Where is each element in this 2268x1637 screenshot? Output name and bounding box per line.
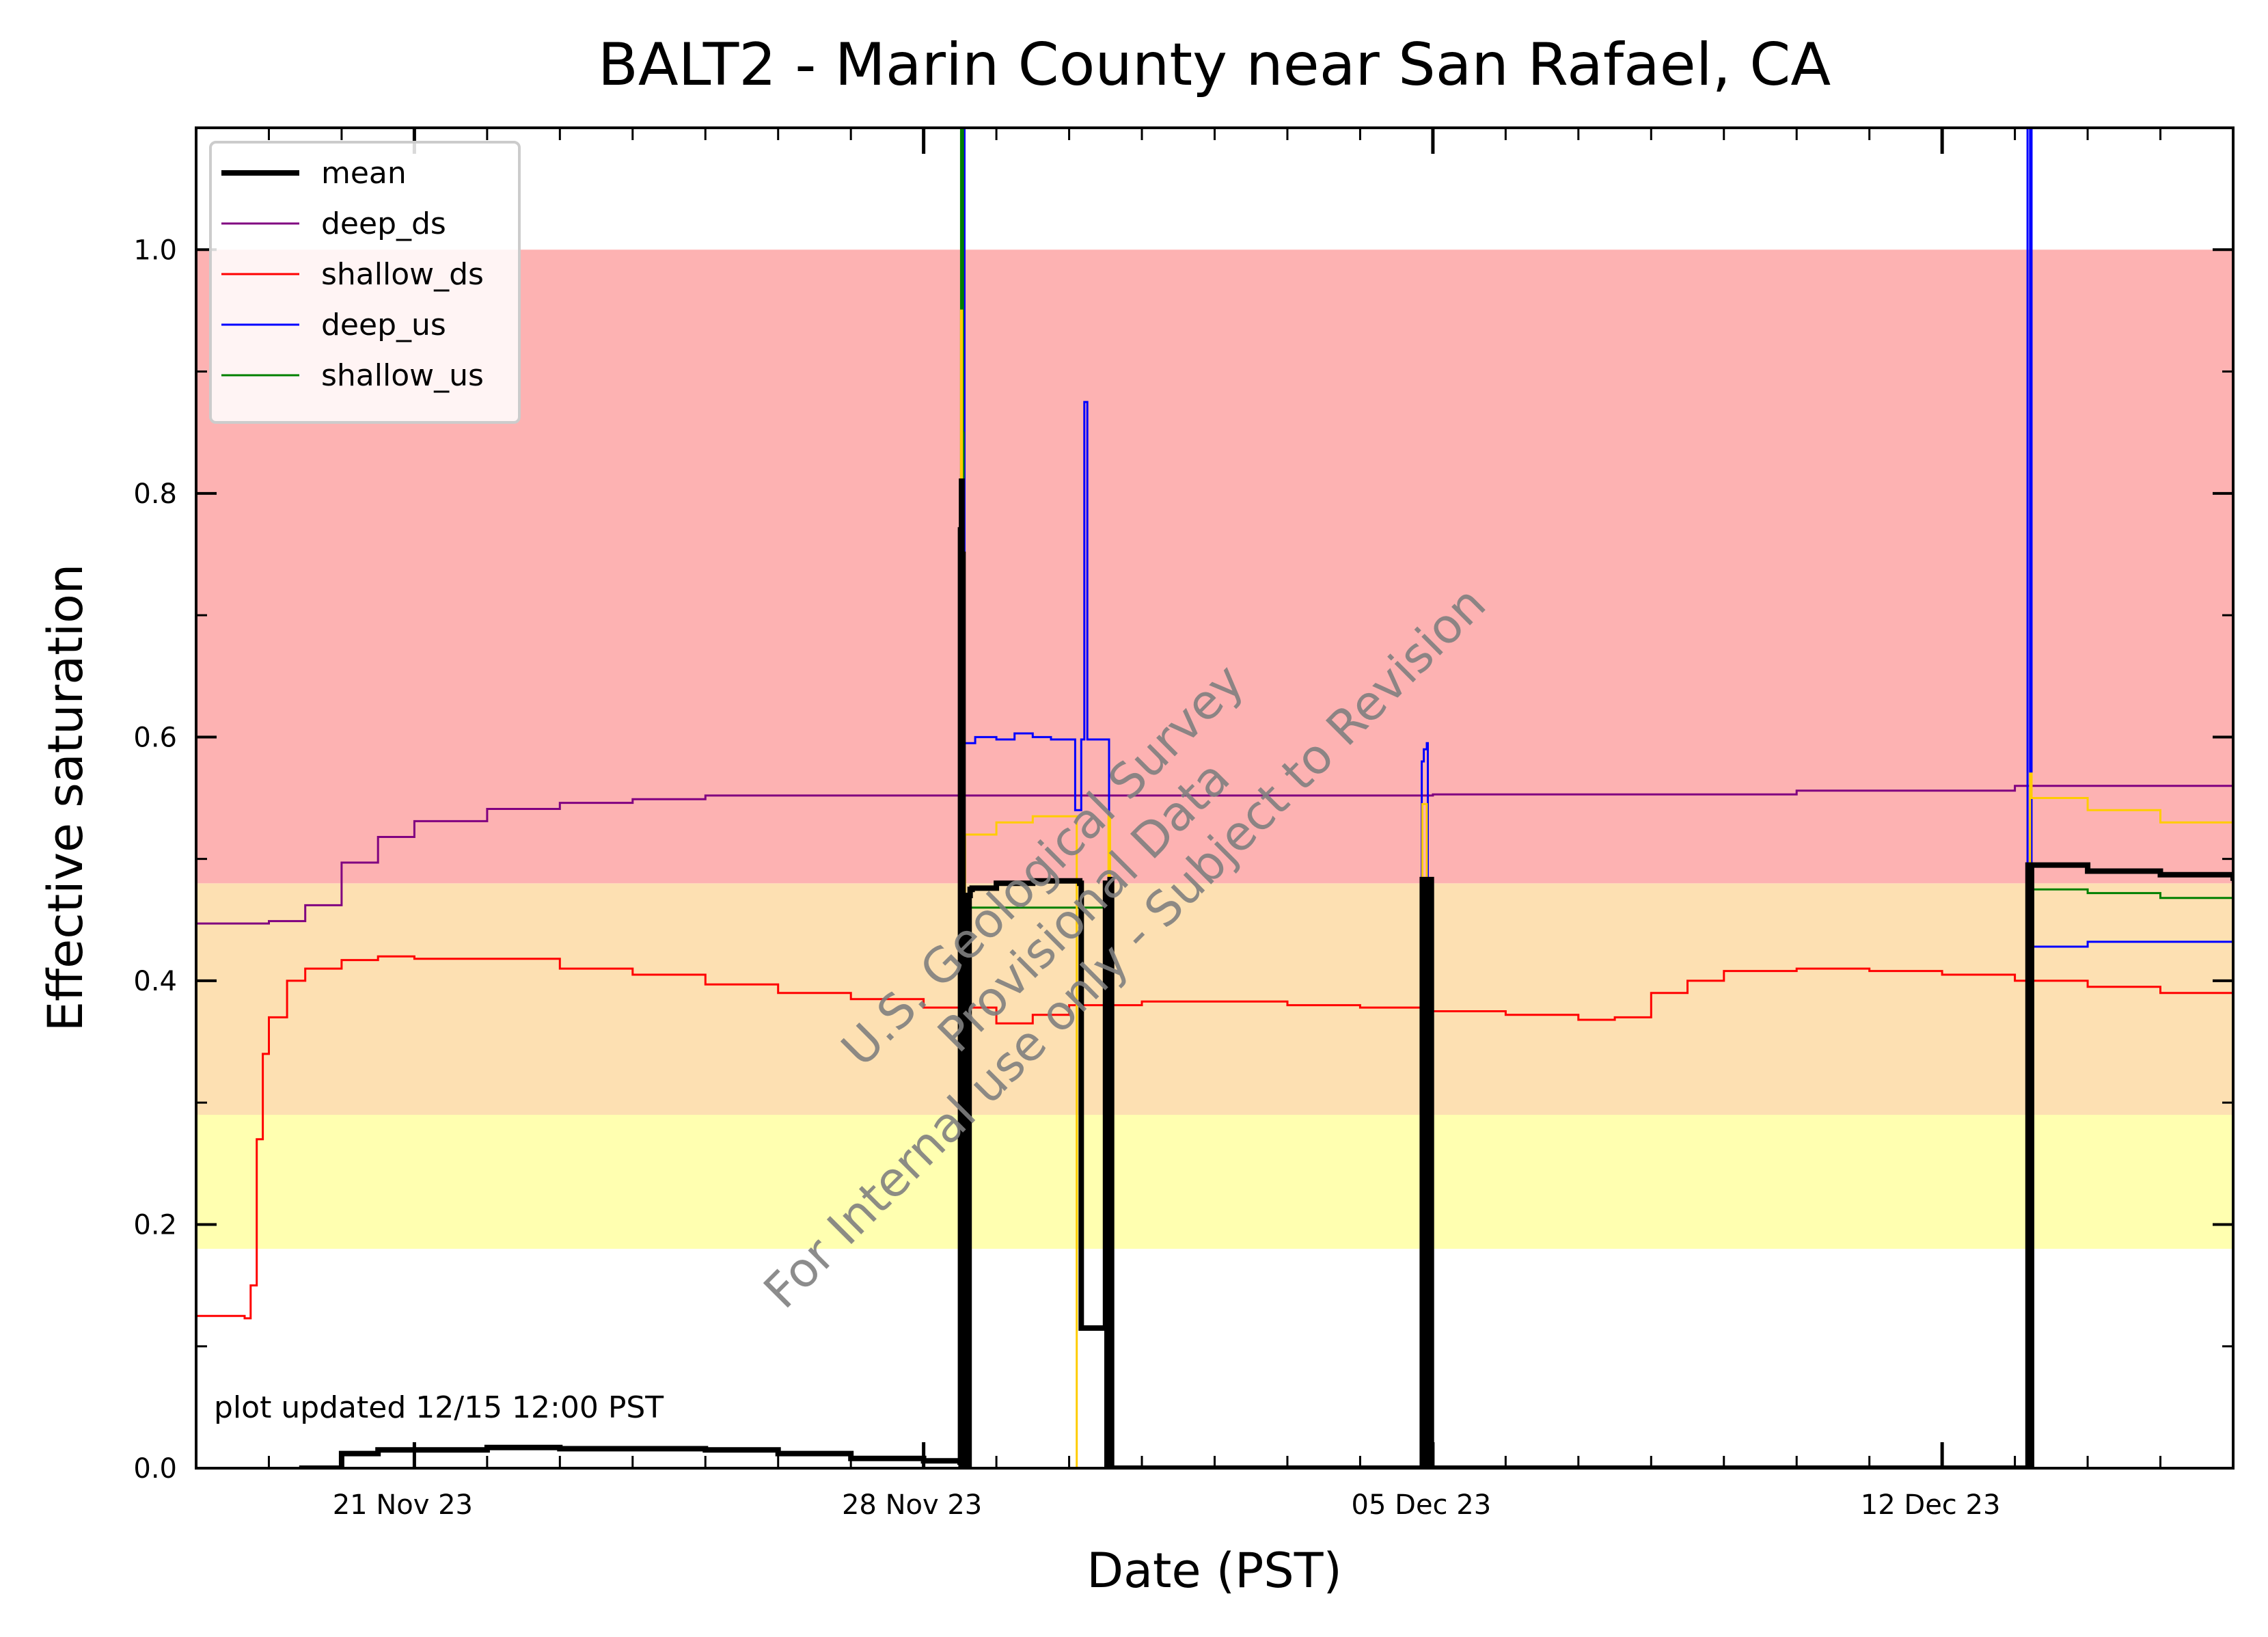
x-tick-label: 12 Dec 23 [1861, 1489, 2001, 1521]
series-shallow-ds [196, 955, 2233, 1320]
x-axis: 21 Nov 23 28 Nov 23 05 Dec 23 12 Dec 23 [195, 128, 2235, 1521]
x-tick-label: 05 Dec 23 [1352, 1489, 1492, 1521]
series-group [196, 128, 2233, 1468]
legend-label-mean: mean [321, 156, 407, 191]
saturation-bands [196, 249, 2233, 1249]
y-tick-label: 0.2 [133, 1209, 177, 1241]
x-axis-label: Date (PST) [1087, 1543, 1342, 1599]
y-tick-label: 1.0 [133, 234, 177, 266]
legend-label-deep-ds: deep_ds [321, 206, 446, 241]
band-1 [196, 883, 2233, 1115]
legend: mean deep_ds shallow_ds deep_us shallow_us [209, 141, 521, 424]
series-deep-ds [196, 781, 2233, 925]
y-axis-label: Effective saturation [38, 564, 94, 1032]
y-tick-label: 0.6 [133, 722, 177, 753]
x-tick-label: 21 Nov 23 [333, 1489, 473, 1521]
band-2 [196, 249, 2233, 884]
plot-frame [195, 126, 2235, 1470]
x-tick-label: 28 Nov 23 [842, 1489, 982, 1521]
legend-label-shallow-ds: shallow_ds [321, 257, 484, 292]
chart-title: BALT2 - Marin County near San Rafael, CA [598, 31, 1831, 99]
legend-label-deep-us: deep_us [321, 308, 446, 342]
y-axis: 0.0 0.2 0.4 0.6 0.8 1.0 [133, 234, 2233, 1485]
updated-note: plot updated 12/15 12:00 PST [214, 1390, 664, 1425]
legend-box [209, 141, 521, 424]
legend-label-shallow-us: shallow_us [321, 358, 484, 393]
y-tick-label: 0.0 [133, 1453, 177, 1485]
y-tick-label: 0.8 [133, 478, 177, 510]
band-0 [196, 1115, 2233, 1249]
y-tick-label: 0.4 [133, 966, 177, 997]
